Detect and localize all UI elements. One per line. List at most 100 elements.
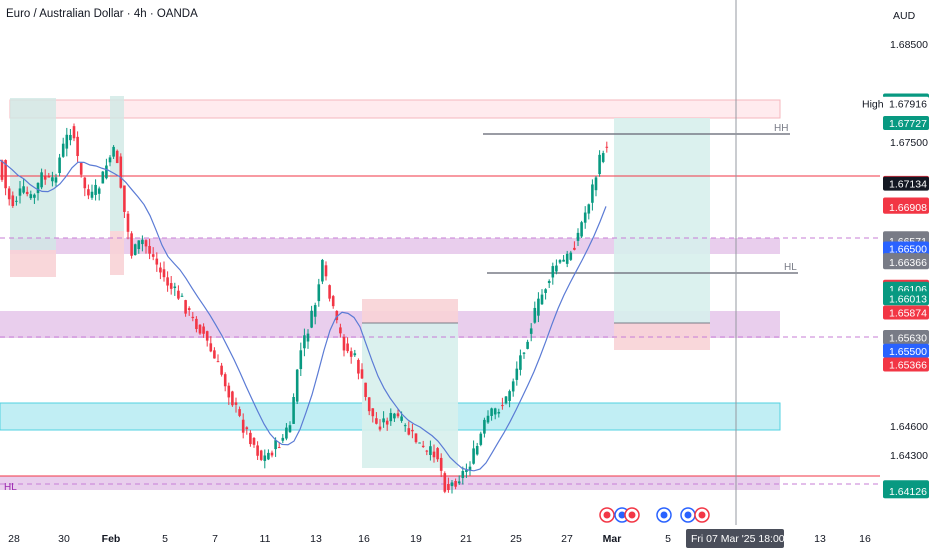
zones [0,96,781,490]
candle-body [425,450,429,452]
candle-body [371,408,375,417]
candle-body [33,194,36,198]
price-tag: 1.66013 [883,291,929,306]
candle-body [198,324,202,334]
candle-body [443,473,447,492]
candle-body [159,267,162,273]
price-tag-bg [883,484,929,499]
candle-body [69,134,72,141]
candle-body [601,153,605,162]
price-tag-text: 1.65500 [889,346,927,358]
candle-body [339,327,342,334]
candle-body [137,240,141,250]
candle-body [47,176,51,178]
candle-body [393,413,396,419]
candle-body [184,300,187,314]
price-tag-text: 1.64126 [889,486,927,498]
x-tick-label: 13 [814,533,826,545]
candle-body [54,177,58,183]
candle-body [508,391,511,401]
candle-body [105,165,108,179]
time-axis: 2830Feb5711131619212527Mar57111316Fri 07… [0,528,882,550]
candle-body [418,442,421,444]
candle-body [162,269,166,278]
candle-body [501,405,504,407]
chart-title: Euro / Australian Dollar · 4h · OANDA [6,8,198,20]
candle-body [432,451,436,458]
candle-body [465,470,468,472]
candle-body [123,185,126,212]
candle-body [213,350,216,359]
price-tag: 1.66366 [883,255,929,270]
candle-body [479,433,483,445]
candle-body [515,368,519,380]
price-tag: 1.67727 [883,116,929,131]
candle-body [331,296,335,307]
event-icon-dot [684,511,692,519]
hl-label: HL [784,262,797,273]
candle-body [277,447,281,449]
position-target-4 [614,118,710,323]
candle-body [40,172,43,188]
price-tag-bg [883,305,929,320]
candle-body [141,239,144,245]
candle-body [385,420,389,425]
price-tag-text: 1.67916 [889,99,927,111]
candle-body [0,160,4,180]
candle-body [591,184,594,203]
candle-body [144,240,148,247]
x-tick-label: 19 [410,533,422,545]
position-stop-1 [10,250,56,277]
position-stop-2 [110,231,124,275]
candle-body [22,186,25,193]
candle-body [285,427,288,439]
candle-body [342,337,346,351]
price-tag-text: 1.67134 [889,179,927,191]
price-tag-text: 1.66908 [889,202,927,214]
candle-body [569,252,573,260]
candle-body [94,184,97,195]
candle-body [231,391,234,406]
resistance-zone [9,99,781,119]
event-icon-dot [660,511,668,519]
price-tag: 1.65874 [883,305,929,320]
x-tick-label: 30 [58,533,70,545]
candle-body [90,191,94,198]
price-tag-text: 1.66013 [889,293,927,305]
candle-body [519,355,522,370]
candle-body [382,418,385,423]
price-tag-text: 1.66366 [889,257,927,269]
candle-body [349,351,353,357]
price-tag-name: High [862,99,884,111]
hl-left-label: HL [4,482,17,493]
candle-body [439,457,443,471]
candle-body [65,134,69,149]
price-tag: 1.64126 [883,484,929,499]
event-icon-dot [698,511,706,519]
price-tag-bg [883,176,929,191]
support-zone-lower [0,476,780,490]
candle-body [115,150,119,164]
candle-body [389,412,393,422]
candle-body [87,189,90,196]
candle-body [43,175,47,180]
candle-body [288,425,292,433]
candle-body [187,308,191,310]
candle-body [209,343,213,352]
candle-body [400,416,403,421]
y-tick-label: 1.64300 [890,450,928,462]
price-tag: 1.66500 [883,241,929,256]
candle-body [576,232,580,241]
candle-body [357,359,360,374]
candle-body [537,298,540,316]
candle-body [421,445,425,447]
candle-body [594,177,598,191]
price-tag-text: 1.66500 [889,244,927,256]
candle-body [526,341,529,349]
candle-body [133,244,137,256]
candle-body [540,294,544,305]
y-tick-label: 1.64600 [890,421,928,433]
candle-body [483,419,486,434]
candle-body [29,194,33,199]
